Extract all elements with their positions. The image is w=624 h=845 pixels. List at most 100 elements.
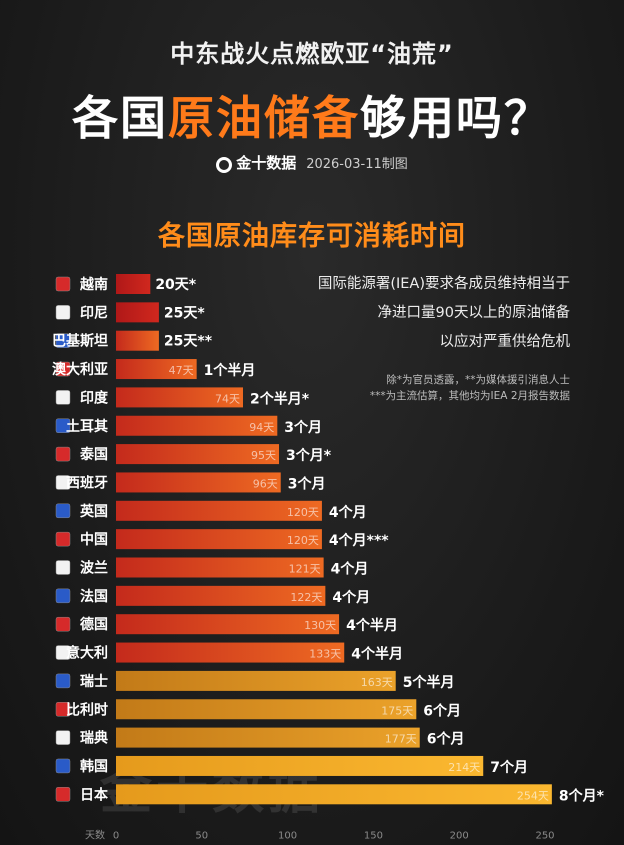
duration-label: 4个月 [332, 589, 370, 606]
footnote-line: ***为主流估算，其他均为IEA 2月报告数据 [369, 390, 570, 402]
category-label: 中国 [80, 531, 108, 548]
duration-label: 4个月*** [329, 532, 389, 549]
bar [116, 585, 326, 606]
bar [116, 330, 159, 351]
value-label: 25天** [164, 334, 213, 350]
flag-icon [55, 702, 71, 717]
category-label: 波兰 [80, 560, 108, 577]
flag-icon [55, 446, 71, 462]
bar [116, 755, 484, 776]
value-label: 130天 [304, 619, 336, 632]
flag-icon [55, 787, 71, 802]
value-label: 163天 [361, 676, 393, 689]
page-title: 各国原油储备够用吗？ [0, 82, 624, 148]
flag-icon [55, 560, 71, 575]
footnotes: 除*为官员透露，**为媒体援引消息人士 ***为主流估算，其他均为IEA 2月报… [300, 372, 570, 404]
bar [116, 472, 281, 493]
brand-logo-icon [216, 157, 233, 173]
flag-icon [55, 276, 71, 292]
duration-label: 8个月* [559, 787, 605, 804]
flag-icon [55, 730, 71, 745]
flag-icon [55, 588, 71, 604]
bar [116, 274, 151, 294]
bar [116, 642, 345, 663]
category-label: 澳大利亚 [52, 361, 108, 378]
duration-label: 6个月 [427, 731, 465, 748]
iea-note: 国际能源署(IEA)要求各成员维持相当于 净进口量90天以上的原油储备 以应对严… [300, 270, 570, 357]
title-post: 够用吗？ [360, 91, 552, 145]
bar [116, 302, 159, 323]
source-line: 金十数据 2026-03-11制图 [0, 152, 624, 173]
category-label: 泰国 [79, 446, 108, 463]
bar [116, 415, 278, 436]
flag-icon [55, 418, 71, 433]
bar [116, 359, 197, 380]
flag-icon [55, 361, 71, 377]
bar [116, 557, 324, 578]
category-label: 西班牙 [66, 474, 108, 491]
flag-icon [55, 673, 71, 689]
x-tick-label: 0 [113, 831, 119, 842]
category-label: 巴基斯坦 [52, 333, 108, 350]
bar [116, 670, 396, 691]
x-tick-label: 50 [195, 831, 208, 842]
value-label: 47天 [169, 364, 194, 377]
bar [116, 500, 322, 521]
x-tick-label: 150 [364, 831, 383, 842]
bar [116, 727, 420, 748]
note-line: 以应对严重供给危机 [439, 334, 571, 350]
x-axis-label: 天数 [85, 829, 105, 842]
duration-label: 3个月 [284, 419, 322, 436]
subtitle: 中东战火点燃欧亚“油荒” [170, 40, 454, 68]
value-label: 175天 [381, 704, 413, 717]
brand-name: 金十数据 [236, 154, 297, 172]
duration-label: 4个半月 [351, 646, 403, 663]
duration-label: 4个月 [331, 561, 369, 578]
duration-label: 1个半月 [204, 362, 256, 379]
value-label: 122天 [290, 591, 322, 604]
footnote-line: 除*为官员透露，**为媒体援引消息人士 [386, 374, 570, 386]
category-label: 土耳其 [66, 418, 108, 435]
note-line: 净进口量90天以上的原油储备 [377, 305, 570, 321]
chart-title: 各国原油库存可消耗时间 [158, 221, 466, 252]
category-label: 瑞典 [80, 730, 108, 747]
title-pre: 各国 [72, 91, 168, 145]
category-label: 法国 [80, 588, 108, 605]
category-label: 比利时 [66, 701, 108, 718]
value-label: 74天 [215, 392, 240, 405]
bar [116, 444, 280, 465]
duration-label: 2个半月* [250, 390, 310, 407]
flag-icon [55, 616, 71, 632]
category-label: 韩国 [80, 758, 108, 775]
duration-label: 5个半月 [403, 674, 455, 691]
bar [116, 699, 417, 720]
duration-label: 6个月 [423, 702, 461, 719]
x-tick-label: 200 [450, 831, 469, 842]
flag-icon [55, 390, 71, 405]
duration-label: 4个半月 [346, 617, 398, 634]
category-label: 英国 [79, 503, 108, 520]
duration-label: 3个月 [288, 475, 326, 492]
x-tick-label: 100 [278, 831, 297, 842]
value-label: 96天 [253, 477, 278, 490]
duration-label: 7个月 [490, 759, 528, 776]
flag-icon [55, 503, 71, 519]
flag-icon [55, 645, 71, 660]
duration-label: 3个月* [286, 447, 332, 464]
note-line: 国际能源署(IEA)要求各成员维持相当于 [317, 276, 570, 292]
category-label: 瑞士 [80, 673, 108, 690]
value-label: 25天* [164, 305, 205, 321]
category-label: 印尼 [80, 304, 108, 321]
value-label: 254天 [517, 789, 549, 802]
flag-icon [55, 475, 71, 490]
x-tick-label: 250 [535, 831, 554, 842]
category-label: 越南 [79, 276, 108, 293]
value-label: 121天 [289, 563, 321, 576]
value-label: 133天 [309, 648, 341, 661]
bar [116, 614, 340, 635]
date-note: 2026-03-11制图 [306, 157, 408, 172]
value-label: 95天 [251, 449, 276, 462]
flag-icon [55, 333, 71, 348]
value-label: 20天* [155, 277, 196, 293]
